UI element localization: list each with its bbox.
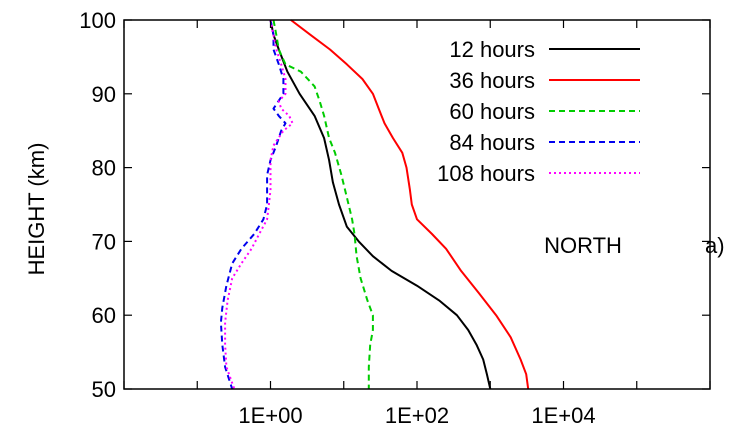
legend-label: 60 hours: [449, 99, 535, 124]
y-tick-label: 80: [92, 156, 116, 181]
series-line-5: [225, 20, 293, 389]
plot-frame: [124, 20, 710, 389]
legend: 12 hours 36 hours 60 hours 84 hours 108 hour…: [437, 37, 640, 186]
y-tick-label: 60: [92, 303, 116, 328]
series-line-4: [221, 20, 286, 389]
x-tick-label: 1E+04: [531, 403, 595, 428]
axis-layer: 50 60 70 80 90 100 1E+00 1E+02 1E+04: [79, 8, 710, 428]
legend-label: 36 hours: [449, 68, 535, 93]
y-tick-label: 100: [79, 8, 116, 33]
y-tick-label: 70: [92, 229, 116, 254]
y-tick-label: 90: [92, 82, 116, 107]
panel-label: a): [705, 233, 725, 258]
region-annotation: NORTH: [544, 233, 622, 258]
legend-label: 84 hours: [449, 130, 535, 155]
legend-label: 108 hours: [437, 161, 535, 186]
legend-label: 12 hours: [449, 37, 535, 62]
y-axis-label: HEIGHT (km): [24, 143, 49, 276]
x-tick-label: 1E+02: [385, 403, 449, 428]
y-tick-label: 50: [92, 377, 116, 402]
x-tick-label: 1E+00: [238, 403, 302, 428]
